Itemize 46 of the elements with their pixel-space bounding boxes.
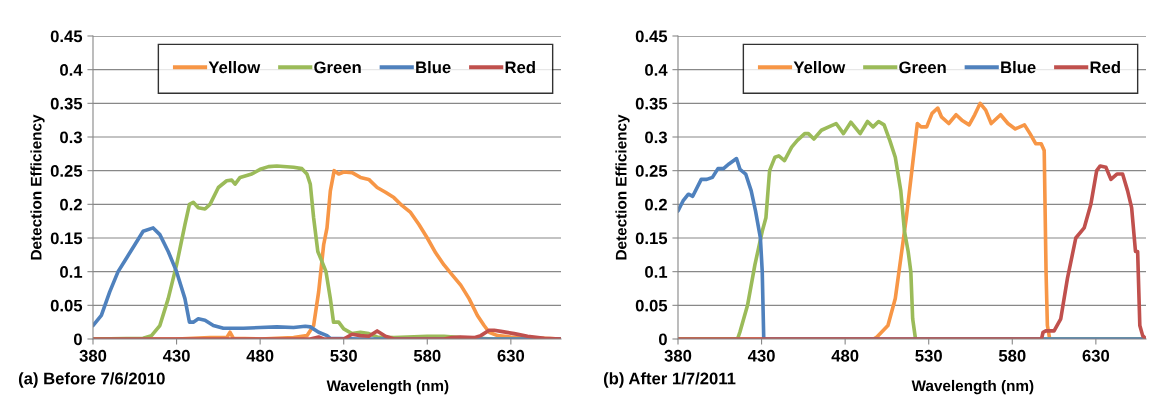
text: (b) After 1/7/2011 [603, 372, 736, 388]
y-tick-label: 0.1 [645, 266, 668, 278]
y-tick-label: 0.25 [635, 165, 668, 177]
y-tick-label: 0.35 [50, 97, 83, 110]
y-tick-label: 0.05 [50, 299, 83, 312]
legend-label: Yellow [208, 61, 261, 74]
x-axis-title: Wavelength (nm) [911, 379, 1034, 395]
legend-label: Blue [1001, 61, 1036, 74]
legend-label: Green [314, 61, 361, 74]
legend-label: Blue [416, 61, 451, 74]
legend-label: Red [505, 61, 535, 74]
y-tick-label: 0.45 [635, 30, 668, 43]
x-axis-title: Wavelength (nm) [326, 379, 449, 395]
y-tick-label: 0.25 [50, 165, 83, 177]
y-tick-label: 0.35 [635, 97, 668, 110]
x-tick-label: 430 [162, 349, 190, 362]
y-axis-title: Detection Efficiency [615, 114, 630, 260]
y-tick-label: 0.2 [60, 198, 82, 211]
y-tick-label: 0.1 [60, 266, 83, 278]
text: (a) Before 7/6/2010 [18, 372, 165, 388]
x-tick-label: 530 [915, 349, 942, 362]
x-tick-label: 580 [413, 349, 441, 362]
x-tick-label: 580 [998, 349, 1026, 362]
y-tick-label: 0 [73, 333, 82, 346]
y-tick-label: 0.45 [50, 30, 83, 43]
x-tick-label: 630 [1082, 349, 1110, 362]
x-tick-label: 380 [664, 349, 692, 362]
x-tick-label: 480 [831, 349, 859, 362]
x-tick-label: 480 [246, 349, 274, 362]
x-tick-label: 530 [330, 349, 357, 362]
x-tick-label: 430 [747, 349, 775, 362]
y-tick-label: 0.4 [60, 64, 83, 76]
y-tick-label: 0.15 [635, 232, 668, 245]
y-tick-label: 0.05 [635, 299, 668, 312]
x-tick-label: 380 [79, 349, 107, 362]
y-tick-label: 0.2 [645, 198, 667, 211]
legend-label: Red [1090, 61, 1120, 74]
legend-label: Yellow [793, 61, 846, 74]
y-axis-title: Detection Efficiency [30, 114, 45, 260]
y-tick-label: 0.3 [645, 131, 667, 144]
y-tick-label: 0.3 [60, 131, 82, 144]
y-tick-label: 0.15 [50, 232, 83, 245]
legend-label: Green [899, 61, 946, 74]
y-tick-label: 0.4 [645, 64, 668, 76]
x-tick-label: 630 [497, 349, 525, 362]
y-tick-label: 0 [658, 333, 667, 346]
